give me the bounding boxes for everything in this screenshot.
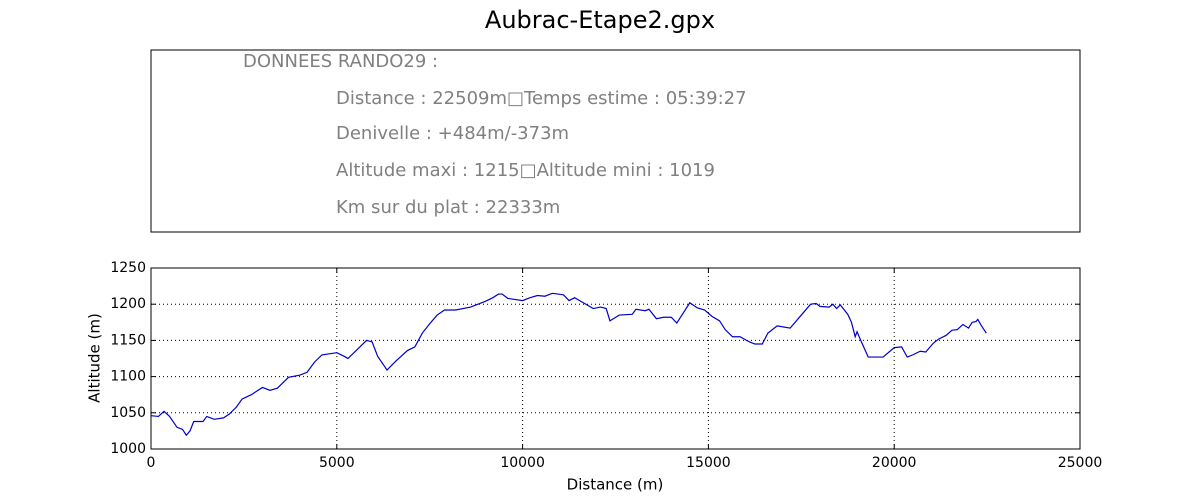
y-tick-label: 1150 — [110, 332, 146, 348]
info-line: Distance : 22509m□Temps estime : 05:39:2… — [336, 88, 747, 109]
altitude-line — [150, 292, 987, 437]
x-tick-label: 0 — [147, 455, 156, 471]
y-axis-label: Altitude (m) — [86, 313, 104, 403]
y-tick-label: 1200 — [110, 296, 146, 312]
x-tick-label: 25000 — [1058, 455, 1103, 471]
y-tick-label: 1100 — [110, 369, 146, 385]
info-line: Km sur du plat : 22333m — [336, 197, 560, 218]
x-axis-label: Distance (m) — [567, 476, 664, 494]
chart-title: Aubrac-Etape2.gpx — [485, 6, 715, 34]
x-tick-label: 15000 — [686, 455, 731, 471]
y-tick-label: 1250 — [110, 260, 146, 276]
info-line: Altitude maxi : 1215□Altitude mini : 101… — [336, 160, 715, 181]
y-tick-label: 1000 — [110, 441, 146, 457]
x-tick-label: 20000 — [872, 455, 917, 471]
plot-frame — [150, 267, 1081, 450]
info-line: Denivelle : +484m/-373m — [336, 123, 569, 144]
y-tick-label: 1050 — [110, 405, 146, 421]
x-tick-label: 10000 — [500, 455, 545, 471]
x-tick-label: 5000 — [319, 455, 355, 471]
info-line: DONNEES RANDO29 : — [243, 51, 438, 72]
info-box — [150, 49, 1081, 233]
